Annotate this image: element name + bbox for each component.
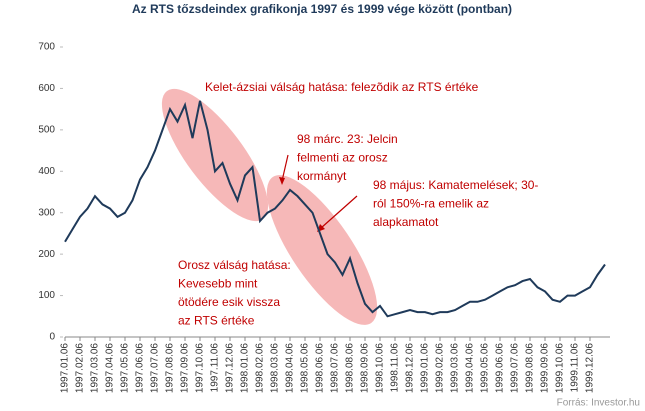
x-tick-label: 1997.12.06 [225,343,236,393]
x-tick-label: 1998.06.06 [315,343,326,393]
x-tick-label: 1999.07.06 [510,343,521,393]
x-tick-label: 1997.06.06 [135,343,146,393]
x-tick-label: 1999.12.06 [585,343,596,393]
x-tick-label: 1999.11.06 [570,343,581,393]
x-tick-label: 1997.02.06 [75,343,86,393]
x-tick-label: 1997.09.06 [180,343,191,393]
x-tick-label: 1998.10.06 [375,343,386,393]
y-tick-label: 400 [38,166,55,177]
highlight-ellipse [161,88,269,222]
annotation: kormányt [297,169,347,183]
chart-title: Az RTS tőzsdeindex grafikonja 1997 és 19… [132,2,512,16]
y-tick-label: 500 [38,124,55,135]
arrow-head [279,177,285,185]
x-tick-label: 1998.12.06 [405,343,416,393]
x-tick-label: 1997.03.06 [90,343,101,393]
y-tick-label: 300 [38,207,55,218]
x-tick-label: 1998.01.06 [240,343,251,393]
y-tick-label: 700 [38,42,55,53]
annotation: Kelet-ázsiai válság hatása: felezõdik az… [205,80,479,94]
x-tick-label: 1999.03.06 [450,343,461,393]
x-tick-label: 1998.09.06 [360,343,371,393]
y-tick-label: 100 [38,290,55,301]
x-tick-label: 1999.05.06 [480,343,491,393]
x-tick-label: 1997.07.06 [150,343,161,393]
annotation: felmenti az orosz [297,151,388,165]
x-tick-label: 1998.02.06 [255,343,266,393]
x-tick-label: 1999.09.06 [540,343,551,393]
annotation: ötödére esik vissza [178,295,280,309]
y-tick-label: 0 [49,332,55,343]
x-tick-label: 1998.05.06 [300,343,311,393]
x-tick-label: 1997.05.06 [120,343,131,393]
x-tick-label: 1998.08.06 [345,343,356,393]
x-tick-label: 1999.06.06 [495,343,506,393]
x-tick-label: 1999.01.06 [420,343,431,393]
x-tick-label: 1997.11.06 [210,343,221,393]
x-tick-label: 1999.02.06 [435,343,446,393]
x-tick-label: 1997.10.06 [195,343,206,393]
x-tick-label: 1997.08.06 [165,343,176,393]
arrow [320,195,358,229]
annotation: 98 márc. 23: Jelcin [297,132,398,146]
x-tick-label: 1999.04.06 [465,343,476,393]
annotation: az RTS értéke [178,314,255,328]
x-tick-label: 1998.03.06 [270,343,281,393]
x-tick-label: 1999.08.06 [525,343,536,393]
annotation: Kevesebb mint [178,277,258,291]
x-tick-label: 1997.04.06 [105,343,116,393]
x-tick-label: 1998.11.06 [390,343,401,393]
x-tick-label: 1998.04.06 [285,343,296,393]
annotation: ról 150%-ra emelik az [373,197,489,211]
x-tick-label: 1997.01.06 [60,343,71,393]
annotation: alapkamatot [373,215,439,229]
y-tick-label: 200 [38,249,55,260]
y-tick-label: 600 [38,83,55,94]
source: Forrás: Investor.hu [557,398,640,409]
annotation: Orosz válság hatása: [178,258,291,272]
series-line [64,100,606,318]
annotation: 98 május: Kamatemelések; 30- [373,178,538,192]
arrow [281,154,289,182]
x-tick-label: 1999.10.06 [555,343,566,393]
x-tick-label: 1998.07.06 [330,343,341,393]
highlight-ellipse [266,175,378,325]
